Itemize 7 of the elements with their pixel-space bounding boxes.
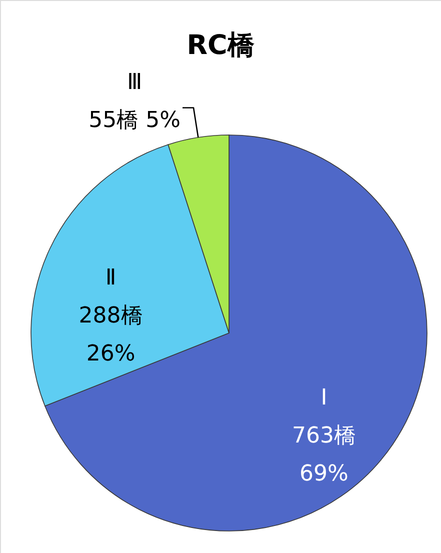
data-label: 763橋 69% — [292, 424, 356, 487]
slice-label: Ⅲ — [126, 70, 142, 95]
data-label: 288橋 26% — [78, 303, 143, 366]
data-label: 55橋 5% — [88, 108, 180, 133]
slice-label: Ⅰ — [320, 386, 328, 411]
slice-label: Ⅱ — [105, 265, 116, 290]
chart-title: RC橋 — [186, 30, 256, 61]
